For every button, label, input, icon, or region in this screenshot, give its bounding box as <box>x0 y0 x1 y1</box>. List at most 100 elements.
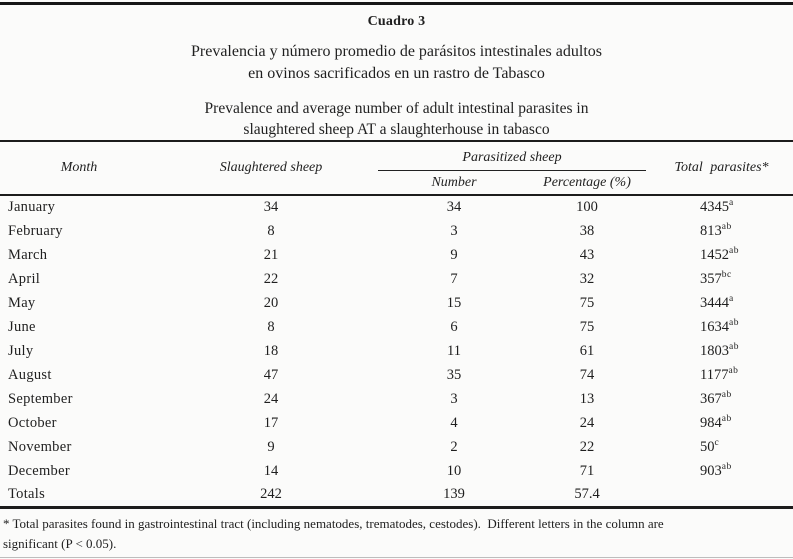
total-parasites-value: 1634 <box>700 318 729 335</box>
parasitized-number-cell: 11 <box>447 342 461 359</box>
parasitized-number-cell: 3 <box>450 390 458 407</box>
parasitized-number-cell: 7 <box>450 270 458 287</box>
parasitized-number-cell: 10 <box>446 462 462 479</box>
total-parasites-value: 4345 <box>700 199 729 215</box>
total-parasites-cell: 1452ab <box>650 243 793 267</box>
parasitized-percentage-cell: 57.4 <box>574 485 600 502</box>
parasitized-number-cell: 4 <box>450 414 458 431</box>
total-parasites-cell: 813ab <box>650 219 793 243</box>
parasitized-percentage-cell: 43 <box>579 246 595 263</box>
total-parasites-value: 984 <box>700 414 722 431</box>
significance-letters: a <box>729 293 734 304</box>
column-header-total-parasites: Total parasites* <box>650 141 793 196</box>
slaughtered-sheep-cell: 24 <box>263 390 279 407</box>
table-row: March 21 9 43 1452ab <box>0 243 793 267</box>
slaughtered-sheep-cell: 17 <box>263 414 279 431</box>
table-row: January 34 34 100 4345a <box>0 195 793 219</box>
month-cell: April <box>8 270 41 287</box>
significance-letters: a <box>729 198 734 209</box>
slaughtered-sheep-cell: 21 <box>263 246 279 263</box>
total-parasites-cell: 1803ab <box>650 339 793 363</box>
header-row-sub: Number Percentage (%) <box>0 171 793 196</box>
table-body: January 34 34 100 4345a February 8 3 38 … <box>0 195 793 507</box>
table-row: November 9 2 22 50c <box>0 435 793 459</box>
parasitized-number-cell: 139 <box>443 485 465 502</box>
month-cell: October <box>8 414 57 431</box>
parasitized-percentage-cell: 32 <box>579 270 595 287</box>
table-row: July 18 11 61 1803ab <box>0 339 793 363</box>
column-header-number: Number <box>384 171 524 196</box>
month-cell: January <box>8 199 56 215</box>
parasitized-percentage-cell: 13 <box>579 390 595 407</box>
significance-letters: ab <box>721 389 732 400</box>
top-rule <box>0 2 793 5</box>
significance-letters: ab <box>721 461 732 472</box>
total-parasites-value: 813 <box>700 222 722 239</box>
parasitized-number-cell: 6 <box>450 318 458 335</box>
caption-english: Prevalence and average number of adult i… <box>0 98 793 140</box>
parasitized-sheep-spanner-rule: Parasitized sheep <box>378 150 646 171</box>
table-footnote: * Total parasites found in gastrointesti… <box>0 514 793 554</box>
parasitized-number-cell: 15 <box>446 294 462 311</box>
significance-letters: c <box>714 437 720 448</box>
slaughtered-sheep-cell: 22 <box>263 270 279 287</box>
parasitized-number-cell: 34 <box>446 199 462 215</box>
total-parasites-value: 3444 <box>700 294 729 311</box>
slaughtered-sheep-cell: 47 <box>263 366 279 383</box>
table-row: October 17 4 24 984ab <box>0 411 793 435</box>
caption-english-line1: Prevalence and average number of adult i… <box>204 100 589 117</box>
slaughtered-sheep-cell: 8 <box>267 318 275 335</box>
parasitized-percentage-cell: 22 <box>579 438 595 455</box>
column-group-parasitized-sheep: Parasitized sheep <box>378 141 650 171</box>
table-number-label: Cuadro 3 <box>367 14 426 29</box>
total-parasites-cell <box>650 483 793 507</box>
parasitized-percentage-cell: 71 <box>579 462 595 479</box>
month-cell: May <box>8 294 36 311</box>
table-row: Totals 242 139 57.4 <box>0 483 793 507</box>
parasitized-percentage-cell: 24 <box>579 414 595 431</box>
slaughtered-sheep-cell: 8 <box>267 222 275 239</box>
table-row: August 47 35 74 1177ab <box>0 363 793 387</box>
parasitized-percentage-cell: 75 <box>579 294 595 311</box>
table-caption: Cuadro 3 Prevalencia y número promedio d… <box>0 5 793 140</box>
total-parasites-cell: 984ab <box>650 411 793 435</box>
table-header: Month Slaughtered sheep Parasitized shee… <box>0 141 793 196</box>
caption-spanish-line1: Prevalencia y número promedio de parásit… <box>191 43 602 60</box>
month-cell: November <box>8 438 72 455</box>
slaughtered-sheep-cell: 20 <box>263 294 279 311</box>
table-row: February 8 3 38 813ab <box>0 219 793 243</box>
slaughtered-sheep-cell: 34 <box>263 199 279 215</box>
total-parasites-value: 1452 <box>700 246 729 263</box>
significance-letters: bc <box>721 269 732 280</box>
month-cell: March <box>8 246 48 263</box>
significance-letters: ab <box>721 413 732 424</box>
total-parasites-cell: 357bc <box>650 267 793 291</box>
parasitized-percentage-cell: 61 <box>579 342 595 359</box>
slaughtered-sheep-cell: 9 <box>267 438 275 455</box>
parasitized-percentage-cell: 75 <box>579 318 595 335</box>
caption-spanish-line2: en ovinos sacrificados en un rastro de T… <box>248 65 545 82</box>
parasitized-number-cell: 9 <box>450 246 458 263</box>
month-cell: February <box>8 222 63 239</box>
total-parasites-cell: 4345a <box>650 195 793 219</box>
significance-letters: ab <box>729 317 739 328</box>
parasitized-percentage-cell: 38 <box>579 222 595 239</box>
significance-letters: ab <box>728 365 739 376</box>
caption-english-line2: slaughtered sheep AT a slaughterhouse in… <box>243 121 550 138</box>
month-cell: June <box>8 318 36 335</box>
total-parasites-cell: 903ab <box>650 459 793 483</box>
header-row-top: Month Slaughtered sheep Parasitized shee… <box>0 141 793 196</box>
total-parasites-cell: 50c <box>650 435 793 459</box>
month-cell: September <box>8 390 73 407</box>
bottom-rule <box>0 557 793 558</box>
slaughtered-sheep-cell: 14 <box>263 462 279 479</box>
total-parasites-value: 367 <box>700 390 722 407</box>
column-group-label: Parasitized sheep <box>462 150 562 165</box>
parasites-table: Month Slaughtered sheep Parasitized shee… <box>0 140 793 509</box>
significance-letters: ab <box>721 221 732 232</box>
total-parasites-cell: 1177ab <box>650 363 793 387</box>
month-cell: August <box>8 366 52 383</box>
month-cell: July <box>8 342 34 359</box>
table-row: April 22 7 32 357bc <box>0 267 793 291</box>
footnote-line2: significant (P < 0.05). <box>3 536 117 551</box>
